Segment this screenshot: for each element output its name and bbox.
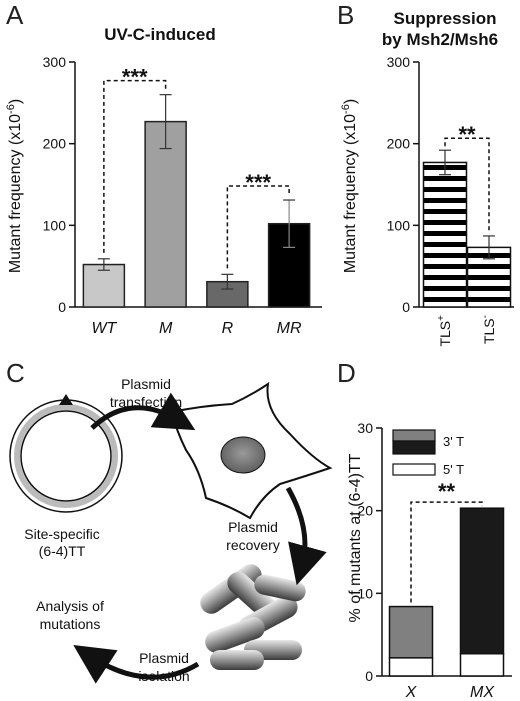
panel-b-ytick-label: 0 [402, 299, 410, 315]
step-analysis-line2: mutations [40, 616, 101, 632]
legend-swatch-5prime [392, 463, 436, 476]
arrow-recovery-icon [285, 486, 327, 586]
panel-b-significance-label: ** [458, 122, 476, 147]
panel-d-ytick-label: 30 [357, 420, 373, 436]
panel-d-ylabel: % of mutants at (6-4)TT [347, 453, 364, 622]
panel-a-category-label: M [159, 320, 173, 337]
panel-d-ytick-label: 0 [365, 668, 373, 684]
panel-a-ytick-label: 0 [58, 299, 66, 315]
panel-d-legend: 3' T 5' T [392, 429, 464, 477]
panel-d-bars: ** [388, 479, 505, 677]
step-isolation-line2: isolation [138, 668, 189, 684]
legend-label-5prime: 5' T [443, 462, 464, 477]
panel-a-ytick-label: 300 [43, 54, 67, 70]
legend-swatch-3prime [392, 440, 436, 455]
panel-a-bars: *** *** [82, 65, 311, 308]
panel-a-category-label: WT [91, 320, 117, 337]
panel-letter-a: A [6, 0, 24, 30]
panel-d-ytick-label: 10 [357, 585, 373, 601]
panel-b-title-line2: by Msh2/Msh6 [382, 30, 498, 49]
step-transfection-line1: Plasmid [121, 376, 171, 392]
step-recovery-line2: recovery [226, 537, 280, 553]
panel-a-ytick-label: 100 [43, 217, 67, 233]
panel-c: C Site-specific (6-4)TT Plasmid trans [6, 358, 333, 684]
panel-a-significance-label: *** [245, 170, 271, 195]
panel-d-significance-label: ** [438, 479, 456, 504]
panel-d-category-label: X [405, 684, 418, 701]
panel-a-category-label: R [222, 320, 234, 337]
legend-swatch-3prime-gray [392, 429, 436, 442]
panel-b-ytick-label: 300 [387, 54, 411, 70]
step-isolation-line1: Plasmid [139, 650, 189, 666]
panel-a-significance-label: *** [122, 65, 148, 90]
panel-d-axes: 0 10 20 30 X MX [357, 420, 512, 701]
panel-b-bar-tls-plus [422, 161, 468, 308]
panel-a: A UV-C-induced Mutant frequency (x10-6) … [5, 0, 322, 337]
panel-letter-d: D [337, 358, 356, 388]
panel-b-axes: 0 100 200 300 TLS+ TLS- [387, 54, 514, 347]
panel-a-ylabel: Mutant frequency (x10-6) [5, 99, 24, 273]
panel-b: B Suppression by Msh2/Msh6 Mutant freque… [337, 0, 514, 347]
lesion-marker-icon [59, 394, 73, 405]
panel-d-category-label: MX [470, 684, 495, 701]
panel-letter-c: C [6, 358, 25, 388]
panel-a-bar-m [144, 120, 187, 308]
panel-a-significance-bracket [226, 185, 290, 269]
cell-nucleus-icon [220, 436, 266, 474]
panel-a-ytick-label: 200 [43, 136, 67, 152]
panel-d-bar-mx-3prime [459, 507, 505, 655]
step-recovery-line1: Plasmid [228, 519, 278, 535]
panel-a-category-label: MR [277, 320, 302, 337]
panel-b-title-line1: Suppression [394, 9, 497, 28]
panel-d-bar-x-5prime [388, 657, 434, 677]
plasmid-ring [9, 394, 123, 513]
bacteria-icon [200, 564, 306, 670]
panel-letter-b: B [337, 0, 354, 30]
panel-d-bar-x-3prime [388, 605, 434, 659]
arrow-isolation-icon [73, 645, 200, 684]
panel-a-bar-wt [82, 263, 126, 308]
panel-d-significance-bracket [410, 501, 483, 603]
panel-b-bars: ** [422, 122, 512, 308]
panel-b-category-label: TLS- [480, 315, 497, 344]
panel-b-ytick-label: 100 [387, 217, 411, 233]
panel-d-ytick-label: 20 [357, 503, 373, 519]
legend-label-3prime: 3' T [443, 434, 464, 449]
panel-d-bar-mx-5prime [459, 652, 505, 677]
step-transfection-line2: transfection [110, 394, 182, 410]
panel-b-significance-bracket [444, 137, 490, 232]
plasmid-label-line2: (6-4)TT [39, 543, 86, 559]
panel-b-ylabel: Mutant frequency (x10-6) [340, 99, 359, 273]
panel-b-category-label: TLS+ [436, 315, 453, 347]
step-analysis-line1: Analysis of [36, 598, 104, 614]
panel-b-ytick-label: 200 [387, 136, 411, 152]
plasmid-label-line1: Site-specific [24, 526, 99, 542]
panel-a-title: UV-C-induced [104, 25, 215, 44]
arrow-transfection-icon [90, 392, 196, 431]
panel-a-significance-bracket [103, 79, 167, 253]
